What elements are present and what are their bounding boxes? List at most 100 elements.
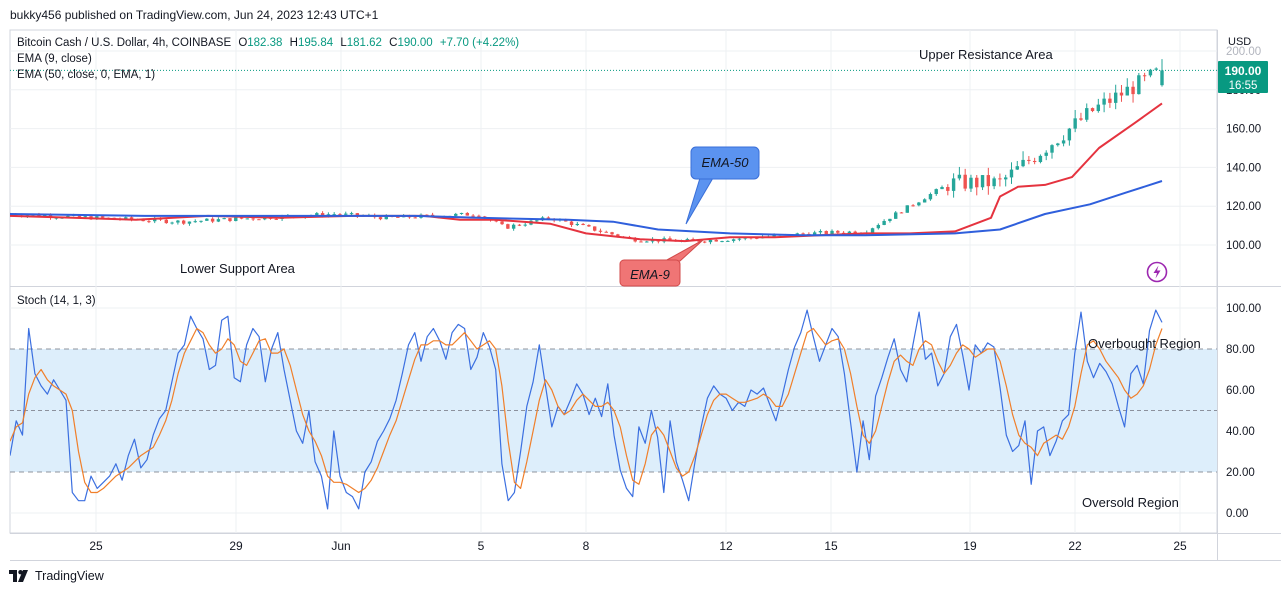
legend-ema50[interactable]: EMA (50, close, 0, EMA, 1) [17, 69, 155, 81]
candle-body [1102, 98, 1106, 105]
candle-body [338, 214, 342, 216]
candle-body [234, 217, 238, 222]
candle-body [899, 212, 904, 214]
price-axis-label: 120.00 [1226, 201, 1261, 213]
lightning-icon[interactable] [1146, 261, 1168, 283]
last-price: 190.00 [1225, 64, 1262, 78]
overbought-label: Overbought Region [1088, 336, 1201, 351]
stoch-lines [10, 309, 1163, 510]
upper-resistance-label: Upper Resistance Area [919, 47, 1053, 62]
candle-body [714, 239, 718, 242]
candle-body [569, 221, 574, 226]
lower-support-label: Lower Support Area [180, 261, 296, 276]
candle-body [801, 233, 805, 235]
candle-body [1061, 140, 1066, 144]
candle-body [922, 199, 927, 203]
candle-body [124, 217, 128, 220]
candle-body [633, 238, 637, 242]
candle-body [315, 213, 319, 216]
candle-body [413, 217, 417, 219]
candle-body [702, 241, 707, 243]
stoch-k-line [10, 309, 1163, 510]
price-axis-label: 160.00 [1226, 124, 1261, 136]
candle-body [604, 231, 608, 233]
candle-body [928, 194, 933, 200]
candle-body [1050, 145, 1054, 153]
candle-body [1154, 68, 1158, 70]
candle-body [517, 224, 522, 226]
candle-body [511, 224, 516, 229]
candle-body [1079, 118, 1083, 120]
chart-frame [9, 29, 1281, 561]
ema-lines [10, 102, 1163, 243]
candle-body [181, 220, 186, 224]
candle-body [500, 221, 504, 225]
tradingview-logo[interactable]: TradingView [9, 569, 104, 583]
axes: 2529Jun581215192225200.00180.00160.00140… [89, 46, 1261, 553]
candle-body [1056, 143, 1060, 146]
candle-body [1131, 86, 1135, 95]
oversold-label: Oversold Region [1082, 495, 1179, 510]
candle-body [245, 218, 250, 220]
candle-body [1067, 128, 1072, 141]
legend-close: 190.00 [397, 37, 432, 49]
tradingview-brand: TradingView [35, 569, 104, 583]
candle-body [506, 224, 510, 229]
candle-body [911, 205, 915, 207]
candle-body [43, 215, 47, 217]
candle-body [344, 213, 348, 215]
stoch-d-line [10, 327, 1163, 494]
candle-body [708, 239, 713, 243]
candle-body [980, 175, 985, 188]
candle-body [830, 230, 834, 234]
legend-symbol: Bitcoin Cash / U.S. Dollar, 4h, COINBASE [17, 37, 231, 49]
candle-body [575, 223, 580, 226]
candle-body [176, 220, 180, 223]
candle-body [737, 238, 742, 240]
stoch-axis-label: 20.00 [1226, 467, 1255, 479]
candle-body [581, 223, 585, 226]
price-axis-label: 100.00 [1226, 240, 1261, 252]
candle-body [969, 177, 973, 189]
candle-body [986, 175, 991, 187]
stoch-title[interactable]: Stoch (14, 1, 3) [17, 295, 96, 307]
time-axis-label: 12 [719, 539, 733, 553]
candle-body [199, 220, 203, 222]
candle-body [465, 212, 470, 216]
candle-body [731, 239, 736, 241]
candle-body [205, 218, 209, 221]
candle-body [1032, 160, 1037, 163]
candle-body [847, 231, 852, 234]
legend-line: Bitcoin Cash / U.S. Dollar, 4h, COINBASE… [17, 37, 519, 49]
ema50-callout: EMA-50 [685, 146, 760, 225]
candle-body [587, 225, 591, 227]
legend-change: +7.70 (+4.22%) [440, 37, 519, 49]
candle-body [934, 189, 938, 195]
candle-body [378, 217, 383, 220]
candle-body [888, 218, 892, 222]
legend-low-label: L [340, 37, 347, 49]
time-axis-label: 15 [824, 539, 838, 553]
candle-body [1096, 104, 1101, 112]
candle-body [870, 228, 875, 233]
candle-body [141, 219, 145, 222]
candle-body [477, 215, 481, 217]
candle-body [882, 221, 886, 225]
candle-body [129, 217, 134, 220]
candle-body [425, 214, 429, 216]
candle-body [396, 216, 400, 218]
candle-body [228, 218, 232, 222]
candle-body [332, 214, 336, 216]
candle-body [1038, 155, 1043, 163]
stoch-axis-label: 40.00 [1226, 426, 1255, 438]
candle-body [645, 241, 649, 243]
candle-body [222, 218, 226, 220]
candle-body [951, 178, 956, 191]
legend-ema9[interactable]: EMA (9, close) [17, 53, 92, 65]
candle-body [1090, 108, 1095, 112]
candle-body [239, 217, 244, 219]
candle-body [193, 221, 197, 223]
candle-body [274, 218, 278, 220]
last-price-tag: 190.00 16:55 [1218, 61, 1268, 93]
